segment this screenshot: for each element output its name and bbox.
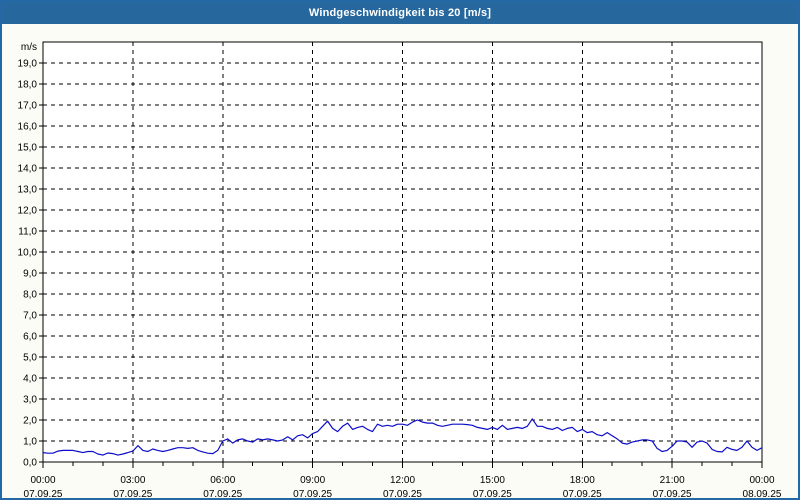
y-tick-label: 19,0 bbox=[18, 59, 38, 70]
y-axis-unit-label: m/s bbox=[21, 42, 37, 53]
x-tick-date-label: 07.09.25 bbox=[293, 489, 332, 500]
x-tick-time-label: 21:00 bbox=[660, 475, 685, 486]
y-tick-label: 14,0 bbox=[18, 164, 38, 175]
x-tick-date-label: 08.09.25 bbox=[743, 489, 782, 500]
y-tick-label: 9,0 bbox=[23, 269, 37, 280]
series-line bbox=[42, 418, 763, 456]
x-tick-date-label: 07.09.25 bbox=[653, 489, 692, 500]
x-tick-date-label: 07.09.25 bbox=[203, 489, 242, 500]
x-tick-time-label: 06:00 bbox=[210, 475, 235, 486]
x-tick-time-label: 03:00 bbox=[120, 475, 145, 486]
y-tick-label: 4,0 bbox=[23, 374, 37, 385]
y-tick-label: 17,0 bbox=[18, 101, 38, 112]
y-tick-label: 15,0 bbox=[18, 143, 38, 154]
y-tick-label: 7,0 bbox=[23, 311, 37, 322]
y-tick-label: 0,0 bbox=[23, 458, 37, 469]
x-tick-time-label: 18:00 bbox=[570, 475, 595, 486]
y-tick-label: 3,0 bbox=[23, 395, 37, 406]
x-tick-date-label: 07.09.25 bbox=[563, 489, 602, 500]
y-tick-label: 6,0 bbox=[23, 332, 37, 343]
y-tick-label: 10,0 bbox=[18, 248, 38, 259]
y-tick-label: 12,0 bbox=[18, 206, 38, 217]
title-bar: Windgeschwindigkeit bis 20 [m/s] bbox=[2, 2, 798, 24]
x-tick-date-label: 07.09.25 bbox=[473, 489, 512, 500]
y-tick-label: 11,0 bbox=[18, 227, 37, 238]
y-tick-label: 1,0 bbox=[23, 437, 37, 448]
x-gridlines bbox=[132, 42, 673, 462]
y-tick-label: 5,0 bbox=[23, 353, 37, 364]
y-tick-label: 2,0 bbox=[23, 416, 37, 427]
y-axis-labels: 0,0 1,0 2,0 3,0 4,0 5,0 6,0 7,0 8,0 9,0 10,0 11,0 12… bbox=[18, 42, 43, 469]
y-tick-label: 13,0 bbox=[18, 185, 38, 196]
x-tick-time-label: 15:00 bbox=[480, 475, 505, 486]
x-tick-time-label: 12:00 bbox=[390, 475, 415, 486]
chart-title: Windgeschwindigkeit bis 20 [m/s] bbox=[308, 7, 492, 19]
x-axis-date-labels: 07.09.25 07.09.25 07.09.25 07.09.25 07.09.25… bbox=[24, 489, 782, 500]
y-tick-label: 8,0 bbox=[23, 290, 37, 301]
x-tick-time-label: 00:00 bbox=[30, 475, 55, 486]
x-tick-time-label: 09:00 bbox=[300, 475, 325, 486]
x-tick-date-label: 07.09.25 bbox=[383, 489, 422, 500]
x-axis-ticks bbox=[42, 462, 763, 468]
x-tick-time-label: 00:00 bbox=[749, 475, 774, 486]
y-tick-label: 16,0 bbox=[18, 122, 38, 133]
y-tick-label: 18,0 bbox=[18, 80, 38, 91]
x-axis-time-labels: 00:00 03:00 06:00 09:00 12:00 15:00 18:00 21:00… bbox=[30, 475, 774, 486]
x-tick-date-label: 07.09.25 bbox=[24, 489, 63, 500]
x-tick-date-label: 07.09.25 bbox=[113, 489, 152, 500]
